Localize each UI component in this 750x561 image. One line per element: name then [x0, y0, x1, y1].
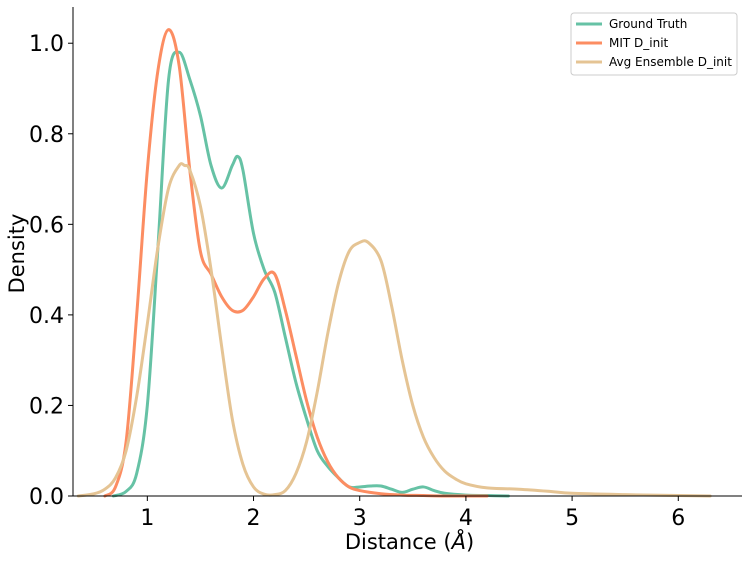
x-axis-label: Distance (Å): [345, 528, 474, 554]
y-tick-label: 0.2: [29, 394, 64, 419]
y-tick-label: 0.4: [29, 304, 64, 329]
series-line-3: [76, 162, 712, 498]
y-tick-label: 1.0: [29, 32, 64, 57]
x-tick-label: 5: [565, 506, 579, 531]
series-layer: [76, 28, 712, 498]
legend-box: [570, 12, 738, 76]
x-axis-label-text: Distance (: [345, 530, 452, 554]
y-tick-label: 0.0: [29, 485, 64, 510]
y-ticks: 0.0 0.2 0.4 0.6 0.8 1.0: [29, 32, 73, 510]
legend-items: Ground Truth MIT D_init Avg Ensemble D_ini…: [576, 17, 732, 69]
legend-label-1: Ground Truth: [609, 17, 687, 31]
series-line-1: [111, 50, 510, 498]
y-tick-label: 0.8: [29, 123, 64, 148]
y-tick-label: 0.6: [29, 213, 64, 238]
legend-label-3: Avg Ensemble D_init: [609, 55, 732, 69]
x-ticks: 1 2 3 4 5 6: [140, 496, 685, 531]
y-axis-label: Density: [5, 214, 29, 294]
x-tick-label: 2: [247, 506, 261, 531]
x-tick-label: 3: [353, 506, 367, 531]
x-axis-label-close: ): [466, 530, 474, 554]
x-tick-label: 1: [140, 506, 154, 531]
legend: Ground Truth MIT D_init Avg Ensemble D_ini…: [570, 12, 738, 76]
x-tick-label: 4: [459, 506, 473, 531]
series-line-2: [103, 28, 489, 498]
x-axis-label-unit: Å: [450, 528, 466, 554]
legend-label-2: MIT D_init: [609, 36, 669, 50]
x-tick-label: 6: [671, 506, 685, 531]
